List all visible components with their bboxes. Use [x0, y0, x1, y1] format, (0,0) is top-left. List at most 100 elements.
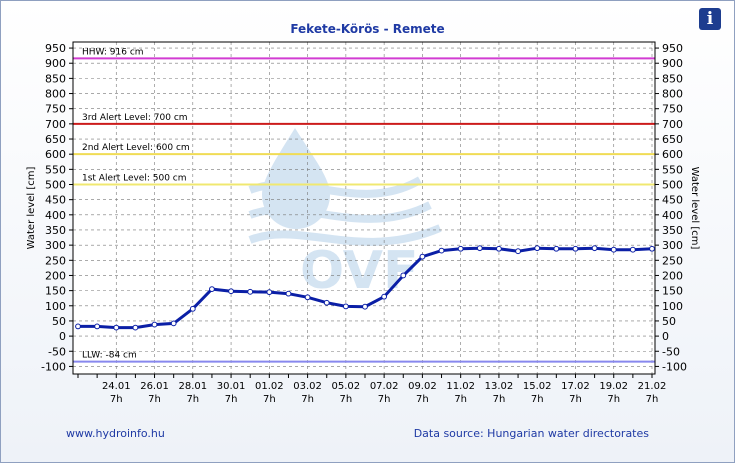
y-tick-label: 500	[45, 179, 66, 192]
x-tick-label-date: 28.01	[178, 381, 207, 392]
x-tick-label-time: 7h	[607, 394, 620, 405]
data-point	[419, 253, 426, 260]
x-tick-label-date: 15.02	[523, 381, 552, 392]
x-tick-label-date: 24.01	[102, 381, 131, 392]
y-tick-label-right: 900	[662, 57, 683, 70]
y-tick-label: 600	[45, 148, 66, 161]
data-point	[228, 288, 234, 295]
x-tick-label-time: 7h	[646, 394, 659, 405]
data-point	[132, 324, 139, 331]
y-axis-title-right: Water level [cm]	[689, 167, 700, 250]
data-point	[572, 245, 579, 252]
data-point	[75, 323, 81, 330]
x-tick-label-date: 26.01	[140, 381, 169, 392]
y-tick-label-right: 850	[662, 72, 683, 85]
y-axis-title: Water level [cm]	[26, 167, 37, 250]
data-point	[496, 245, 502, 252]
y-tick-label: 400	[45, 209, 66, 222]
svg-text:OVF: OVF	[300, 241, 419, 301]
x-tick-label-time: 7h	[263, 394, 276, 405]
data-point	[323, 299, 330, 306]
y-tick-label: 950	[45, 42, 66, 55]
x-tick-label-date: 01.02	[255, 381, 284, 392]
data-point	[591, 245, 598, 252]
x-tick-label-time: 7h	[186, 394, 199, 405]
x-tick-label-time: 7h	[493, 394, 506, 405]
y-tick-label-right: 600	[662, 148, 683, 161]
data-point	[342, 303, 349, 310]
y-tick-label-right: 250	[662, 254, 683, 267]
y-tick-label: 700	[45, 118, 66, 131]
data-point	[553, 245, 560, 252]
y-tick-label: 350	[45, 224, 66, 237]
data-point	[534, 245, 541, 252]
x-tick-label-date: 09.02	[408, 381, 437, 392]
hydroinfo-link[interactable]: www.hydroinfo.hu	[66, 427, 165, 440]
data-point	[151, 321, 158, 328]
x-tick-label-time: 7h	[301, 394, 314, 405]
plot-area	[73, 42, 655, 374]
x-tick-label-time: 7h	[110, 394, 123, 405]
data-point	[438, 247, 445, 254]
y-tick-label: 450	[45, 194, 66, 207]
y-tick-label: 300	[45, 239, 66, 252]
data-point	[610, 246, 617, 253]
data-point	[189, 305, 196, 312]
data-point	[362, 303, 368, 310]
data-point	[649, 245, 655, 252]
y-tick-label: 200	[45, 269, 66, 282]
y-tick-label: 850	[45, 72, 66, 85]
y-tick-label-right: 400	[662, 209, 683, 222]
y-tick-label: 0	[59, 330, 66, 343]
y-tick-label-right: 650	[662, 133, 683, 146]
data-point	[515, 248, 521, 255]
x-tick-label-date: 19.02	[599, 381, 628, 392]
y-tick-label: 900	[45, 57, 66, 70]
y-tick-label-right: 150	[662, 285, 683, 298]
y-tick-label-right: 500	[662, 179, 683, 192]
y-tick-label: 550	[45, 163, 66, 176]
y-tick-label-right: 300	[662, 239, 683, 252]
data-point	[629, 246, 636, 253]
y-tick-label: 100	[45, 300, 66, 313]
data-point	[170, 320, 177, 327]
y-tick-label: 650	[45, 133, 66, 146]
x-tick-label-date: 13.02	[485, 381, 514, 392]
y-tick-label: 250	[45, 254, 66, 267]
y-tick-label-right: 0	[662, 330, 669, 343]
x-tick-label-date: 07.02	[370, 381, 399, 392]
y-tick-label-right: 100	[662, 300, 683, 313]
data-point	[476, 245, 483, 252]
plot-border	[72, 41, 656, 375]
x-tick-label-time: 7h	[454, 394, 467, 405]
data-point	[400, 272, 407, 279]
y-tick-label: 800	[45, 88, 66, 101]
x-tick-label-time: 7h	[416, 394, 429, 405]
y-tick-label-right: 750	[662, 103, 683, 116]
info-icon[interactable]: i	[699, 8, 721, 30]
y-tick-label: -100	[41, 360, 66, 373]
y-tick-label-right: 950	[662, 42, 683, 55]
chart-title: Fekete-Körös - Remete	[290, 22, 445, 36]
x-tick-label-time: 7h	[225, 394, 238, 405]
y-tick-label-right: 50	[662, 315, 676, 328]
data-point	[247, 288, 254, 295]
ovf-watermark-logo: OVF	[248, 128, 442, 301]
data-point	[381, 293, 388, 300]
reference-line-label: HHW: 916 cm	[82, 47, 144, 57]
y-tick-label-right: 550	[662, 163, 683, 176]
data-point	[113, 324, 120, 331]
reference-line-label: 1st Alert Level: 500 cm	[82, 174, 187, 184]
reference-line-label: 3rd Alert Level: 700 cm	[82, 113, 188, 123]
data-point	[209, 286, 215, 293]
y-tick-label: 150	[45, 285, 66, 298]
x-tick-label-time: 7h	[340, 394, 353, 405]
x-tick-label-date: 03.02	[293, 381, 322, 392]
y-tick-label-right: 450	[662, 194, 683, 207]
y-tick-label: -50	[48, 345, 66, 358]
reference-line-label: 2nd Alert Level: 600 cm	[82, 143, 190, 153]
data-source-text: Data source: Hungarian water directorate…	[413, 427, 649, 440]
x-tick-label-time: 7h	[531, 394, 544, 405]
y-tick-label-right: 200	[662, 269, 683, 282]
